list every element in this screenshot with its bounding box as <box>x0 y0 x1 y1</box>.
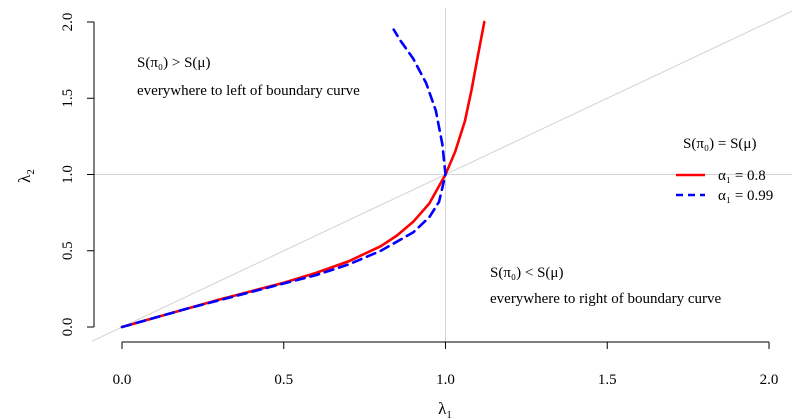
legend-label-2: α₁ = 0.99 <box>718 188 773 204</box>
plot-area <box>92 8 792 343</box>
x-tick-label: 0.5 <box>274 372 293 388</box>
annotation-left-line1: S(π₀) > S(μ) <box>137 55 210 71</box>
annotation-right-line1: S(π₀) < S(μ) <box>490 265 563 281</box>
y-axis-label-main: λ <box>15 174 34 183</box>
y-tick-label: 1.0 <box>60 165 76 184</box>
x-tick-label: 1.0 <box>436 372 455 388</box>
x-tick-label: 1.5 <box>598 372 617 388</box>
x-axis-label-main: λ <box>438 399 447 418</box>
x-axis-label: λ1 <box>438 399 452 420</box>
y-axis-label: λ2 <box>15 169 37 183</box>
x-axis-label-sub: 1 <box>446 409 452 420</box>
y-tick-label: 1.5 <box>60 89 76 108</box>
y-tick-label: 0.0 <box>60 318 76 337</box>
legend-label-1: α₁ = 0.8 <box>718 168 766 184</box>
annotations: S(π₀) > S(μ) everywhere to left of bounda… <box>137 55 722 307</box>
series-line-2 <box>120 28 447 329</box>
annotation-left-line2: everywhere to left of boundary curve <box>137 83 360 99</box>
legend-title: S(π₀) = S(μ) <box>683 136 756 152</box>
x-tick-label: 0.0 <box>113 372 132 388</box>
y-axis-label-sub: 2 <box>25 169 37 175</box>
y-tick-label: 2.0 <box>60 13 76 32</box>
y-tick-label: 0.5 <box>60 241 76 260</box>
x-tick-label: 2.0 <box>760 372 779 388</box>
annotation-right-line2: everywhere to right of boundary curve <box>490 291 722 307</box>
legend: S(π₀) = S(μ) α₁ = 0.8 α₁ = 0.99 <box>676 136 773 204</box>
